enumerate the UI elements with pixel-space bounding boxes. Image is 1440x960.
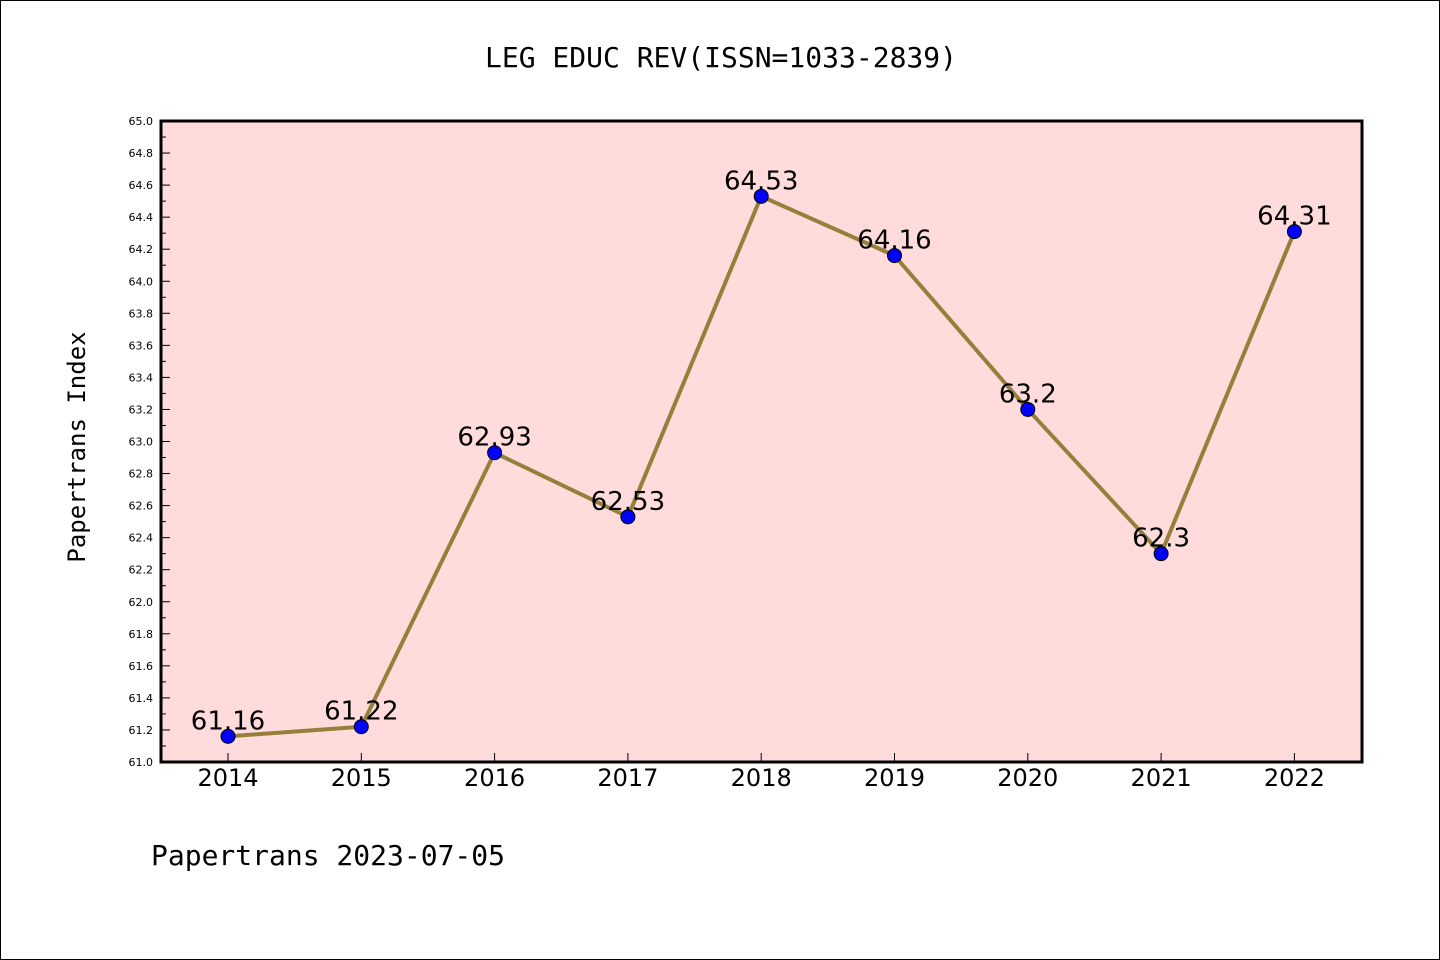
plot-area <box>161 121 1362 762</box>
data-label-2016: 62.93 <box>457 423 531 453</box>
y-axis: 61.0 61.2 61.4 61.6 61.8 62.0 62.2 62.4 62.6 62.8… <box>129 115 170 769</box>
y-tick-label: 63.6 <box>129 339 154 352</box>
data-label-2021: 62.3 <box>1132 524 1190 554</box>
y-tick-label: 64.2 <box>129 243 154 256</box>
data-point-2016 <box>487 445 503 461</box>
data-point-2021 <box>1153 546 1169 562</box>
y-tick-label: 64.0 <box>129 275 154 288</box>
x-tick-label: 2022 <box>1264 764 1325 792</box>
data-label-2020: 63.2 <box>999 379 1057 409</box>
y-tick-label: 63.0 <box>129 436 154 449</box>
y-tick-label: 62.0 <box>129 596 154 609</box>
y-tick-label: 63.2 <box>129 403 154 416</box>
x-tick-label: 2015 <box>331 764 392 792</box>
y-tick-label: 64.4 <box>129 211 154 224</box>
data-point-2014 <box>220 728 236 744</box>
data-label-2017: 62.53 <box>591 487 665 517</box>
y-tick-label: 64.8 <box>129 147 154 160</box>
data-label-2014: 61.16 <box>191 706 265 736</box>
chart-title: LEG EDUC REV(ISSN=1033-2839) <box>485 41 957 74</box>
y-tick-label: 61.4 <box>129 692 154 705</box>
data-labels: 61.16 61.22 62.93 62.53 64.53 64.16 63.2 62.3 64… <box>191 166 1332 736</box>
y-tick-label: 61.2 <box>129 724 154 737</box>
data-point-2020 <box>1020 401 1036 417</box>
data-point-2018 <box>753 188 769 204</box>
y-tick-label: 61.0 <box>129 756 154 769</box>
footer-text: Papertrans 2023-07-05 <box>151 839 505 872</box>
data-point-2019 <box>887 248 902 264</box>
x-tick-label: 2017 <box>597 764 658 792</box>
plot-frame <box>159 119 1364 764</box>
x-tick-label: 2014 <box>197 764 258 792</box>
data-point-2022 <box>1286 224 1302 240</box>
data-label-2018: 64.53 <box>724 166 798 196</box>
y-tick-label: 62.8 <box>129 468 154 481</box>
y-tick-label: 62.6 <box>129 500 154 513</box>
y-tick-label: 63.8 <box>129 307 154 320</box>
x-tick-label: 2018 <box>731 764 792 792</box>
data-label-2019: 64.16 <box>857 226 931 256</box>
data-point-2015 <box>353 719 369 735</box>
x-tick-label: 2021 <box>1131 764 1192 792</box>
x-tick-label: 2019 <box>864 764 925 792</box>
y-axis-label: Papertrans Index <box>63 331 91 562</box>
data-label-2015: 61.22 <box>324 697 398 727</box>
data-point-2017 <box>620 509 636 525</box>
y-tick-label: 61.6 <box>129 660 154 673</box>
series-markers <box>220 188 1302 744</box>
x-tick-label: 2016 <box>464 764 525 792</box>
y-tick-label: 62.4 <box>129 532 154 545</box>
x-axis: 2014 2015 2016 2017 2018 2019 2020 2021 2022 <box>197 753 1325 792</box>
y-tick-label: 61.8 <box>129 628 154 641</box>
y-tick-label: 63.4 <box>129 371 154 384</box>
x-tick-label: 2020 <box>997 764 1058 792</box>
y-tick-label: 62.2 <box>129 564 154 577</box>
y-tick-label: 65.0 <box>129 115 154 128</box>
y-tick-label: 64.6 <box>129 179 154 192</box>
data-label-2022: 64.31 <box>1257 202 1331 232</box>
